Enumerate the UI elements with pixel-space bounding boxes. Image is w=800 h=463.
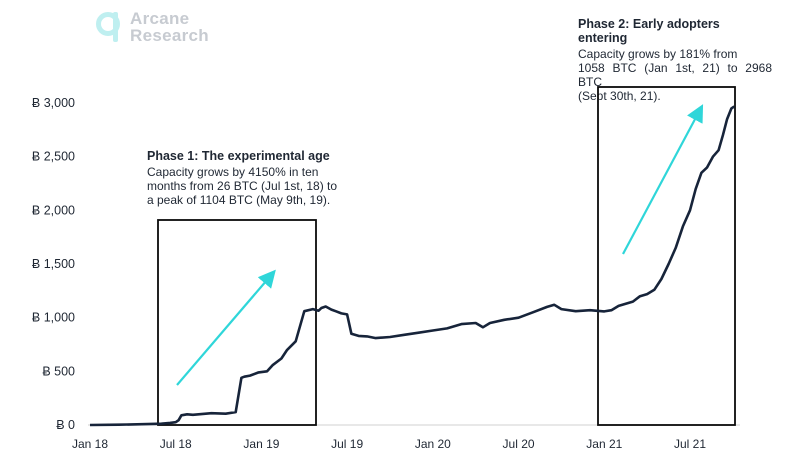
logo-line2: Research: [130, 26, 209, 45]
phase2-annotation: Phase 2: Early adopters entering Capacit…: [578, 17, 772, 103]
phase1-line2: months from 26 BTC (Jul 1st, 18) to: [147, 179, 338, 193]
logo-line1: Arcane: [130, 9, 190, 28]
phase2-line1: Capacity grows by 181% from: [578, 47, 738, 61]
y-tick-label: Ƀ 1,500: [32, 257, 75, 271]
phase1-line3: a peak of 1104 BTC (May 9th, 19).: [147, 193, 331, 207]
x-tick-label: Jul 19: [331, 437, 363, 451]
x-tick-label: Jan 20: [415, 437, 451, 451]
phase2-box: [597, 86, 736, 426]
phase2-line2: 1058 BTC (Jan 1st, 21) to 2968 BTC: [578, 61, 772, 89]
x-tick-label: Jan 21: [586, 437, 622, 451]
capacity-line: [89, 105, 736, 427]
phase2-arrow: [622, 104, 704, 255]
x-tick-label: Jan 18: [72, 437, 108, 451]
y-tick-label: Ƀ 3,000: [32, 96, 75, 110]
phase1-box: [157, 219, 317, 426]
logo-bar-icon: [113, 12, 118, 42]
x-tick-label: Jul 18: [160, 437, 192, 451]
y-tick-label: Ƀ 2,000: [32, 203, 75, 217]
phase1-arrow: [176, 269, 276, 386]
x-tick-label: Jan 19: [243, 437, 279, 451]
y-tick-label: Ƀ 500: [42, 364, 75, 378]
y-tick-label: Ƀ 0: [56, 418, 75, 432]
logo-text: Arcane Research: [130, 10, 209, 44]
phase2-title: Phase 2: Early adopters entering: [578, 17, 720, 45]
x-tick-label: Jul 21: [674, 437, 706, 451]
arcane-logo: Arcane Research: [96, 10, 226, 50]
phase1-line1: Capacity grows by 4150% in ten: [147, 165, 319, 179]
y-tick-label: Ƀ 2,500: [32, 150, 75, 164]
phase1-annotation: Phase 1: The experimental age Capacity g…: [147, 149, 341, 207]
phase1-title: Phase 1: The experimental age: [147, 149, 330, 163]
y-tick-label: Ƀ 1,000: [32, 311, 75, 325]
x-tick-label: Jul 20: [503, 437, 535, 451]
